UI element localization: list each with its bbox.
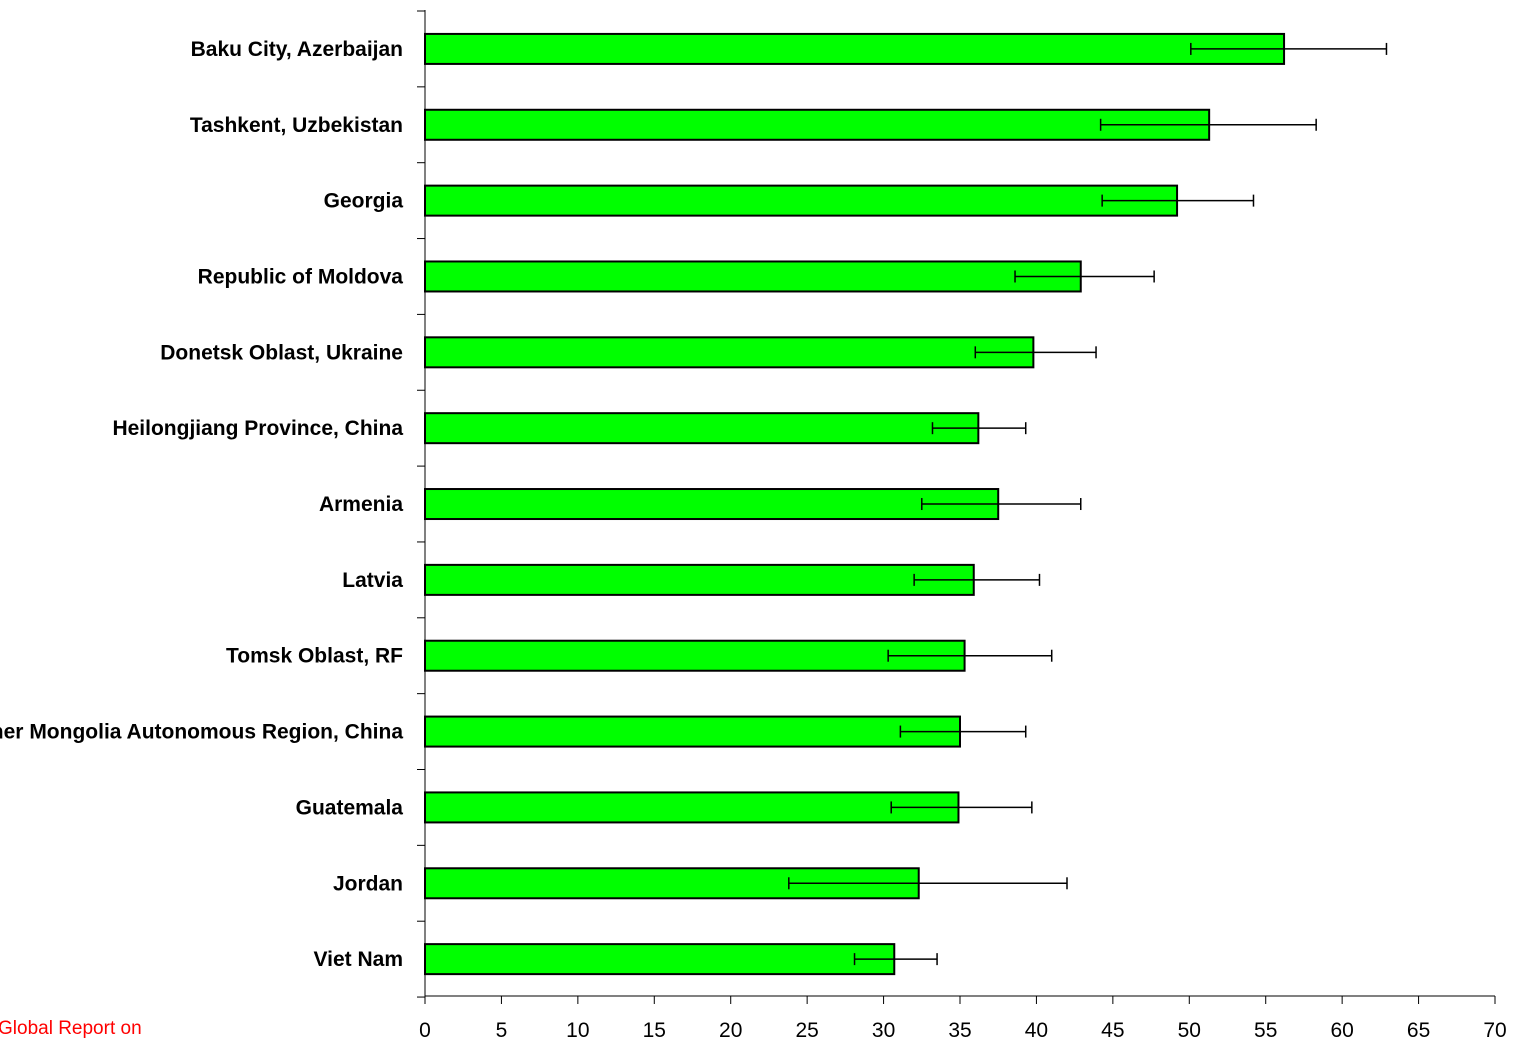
x-tick-label: 35 — [948, 1019, 971, 1040]
bar — [424, 260, 1082, 293]
category-label: Jordan — [333, 872, 403, 895]
x-tick-label: 20 — [719, 1019, 742, 1040]
x-tick-label: 60 — [1330, 1019, 1353, 1040]
x-tick-label: 45 — [1101, 1019, 1124, 1040]
bar — [424, 943, 896, 976]
category-label: Latvia — [342, 569, 403, 592]
category-labels-layer: Baku City, Azerbaijan Tashkent, Uzbekista… — [0, 38, 403, 971]
category-label: Tashkent, Uzbekistan — [190, 114, 403, 137]
category-label: Guatemala — [296, 796, 404, 819]
bar — [424, 563, 975, 596]
x-tick-label: 25 — [795, 1019, 818, 1040]
footer-note: Global Report on — [0, 1018, 142, 1039]
x-tick-label: 0 — [419, 1019, 431, 1040]
x-tick-label: 30 — [872, 1019, 895, 1040]
x-tick-label: 15 — [643, 1019, 666, 1040]
category-label: Viet Nam — [314, 948, 404, 971]
x-tick-label: 50 — [1178, 1019, 1201, 1040]
x-tick-labels-layer: 0 5 10 15 20 25 30 35 40 45 50 55 60 65 70 — [419, 1019, 1507, 1042]
bar — [424, 32, 1286, 65]
bar — [424, 184, 1179, 217]
bar — [424, 715, 961, 748]
bar — [424, 108, 1211, 141]
x-tick-label: 40 — [1025, 1019, 1048, 1040]
category-label: Republic of Moldova — [198, 265, 404, 288]
bar — [424, 412, 980, 445]
x-tick-label: 70 — [1483, 1019, 1506, 1040]
bars-layer — [424, 32, 1286, 976]
x-tick-label: 10 — [566, 1019, 589, 1040]
category-label: Armenia — [319, 493, 403, 516]
x-tick-label: 55 — [1254, 1019, 1277, 1040]
category-label: Donetsk Oblast, Ukraine — [160, 341, 403, 364]
bar — [424, 791, 960, 824]
category-label: Inner Mongolia Autonomous Region, China — [0, 721, 403, 744]
x-tick-label: 5 — [496, 1019, 508, 1040]
category-label: Georgia — [324, 190, 404, 213]
category-label: Baku City, Azerbaijan — [191, 38, 403, 61]
error-bars-layer — [788, 42, 1388, 966]
category-label: Tomsk Oblast, RF — [226, 645, 403, 668]
axes-layer — [417, 10, 1496, 1004]
category-label: Heilongjiang Province, China — [112, 417, 403, 440]
x-tick-label: 65 — [1407, 1019, 1430, 1040]
bar — [424, 488, 1000, 521]
bar — [424, 639, 966, 672]
bar — [424, 336, 1035, 369]
